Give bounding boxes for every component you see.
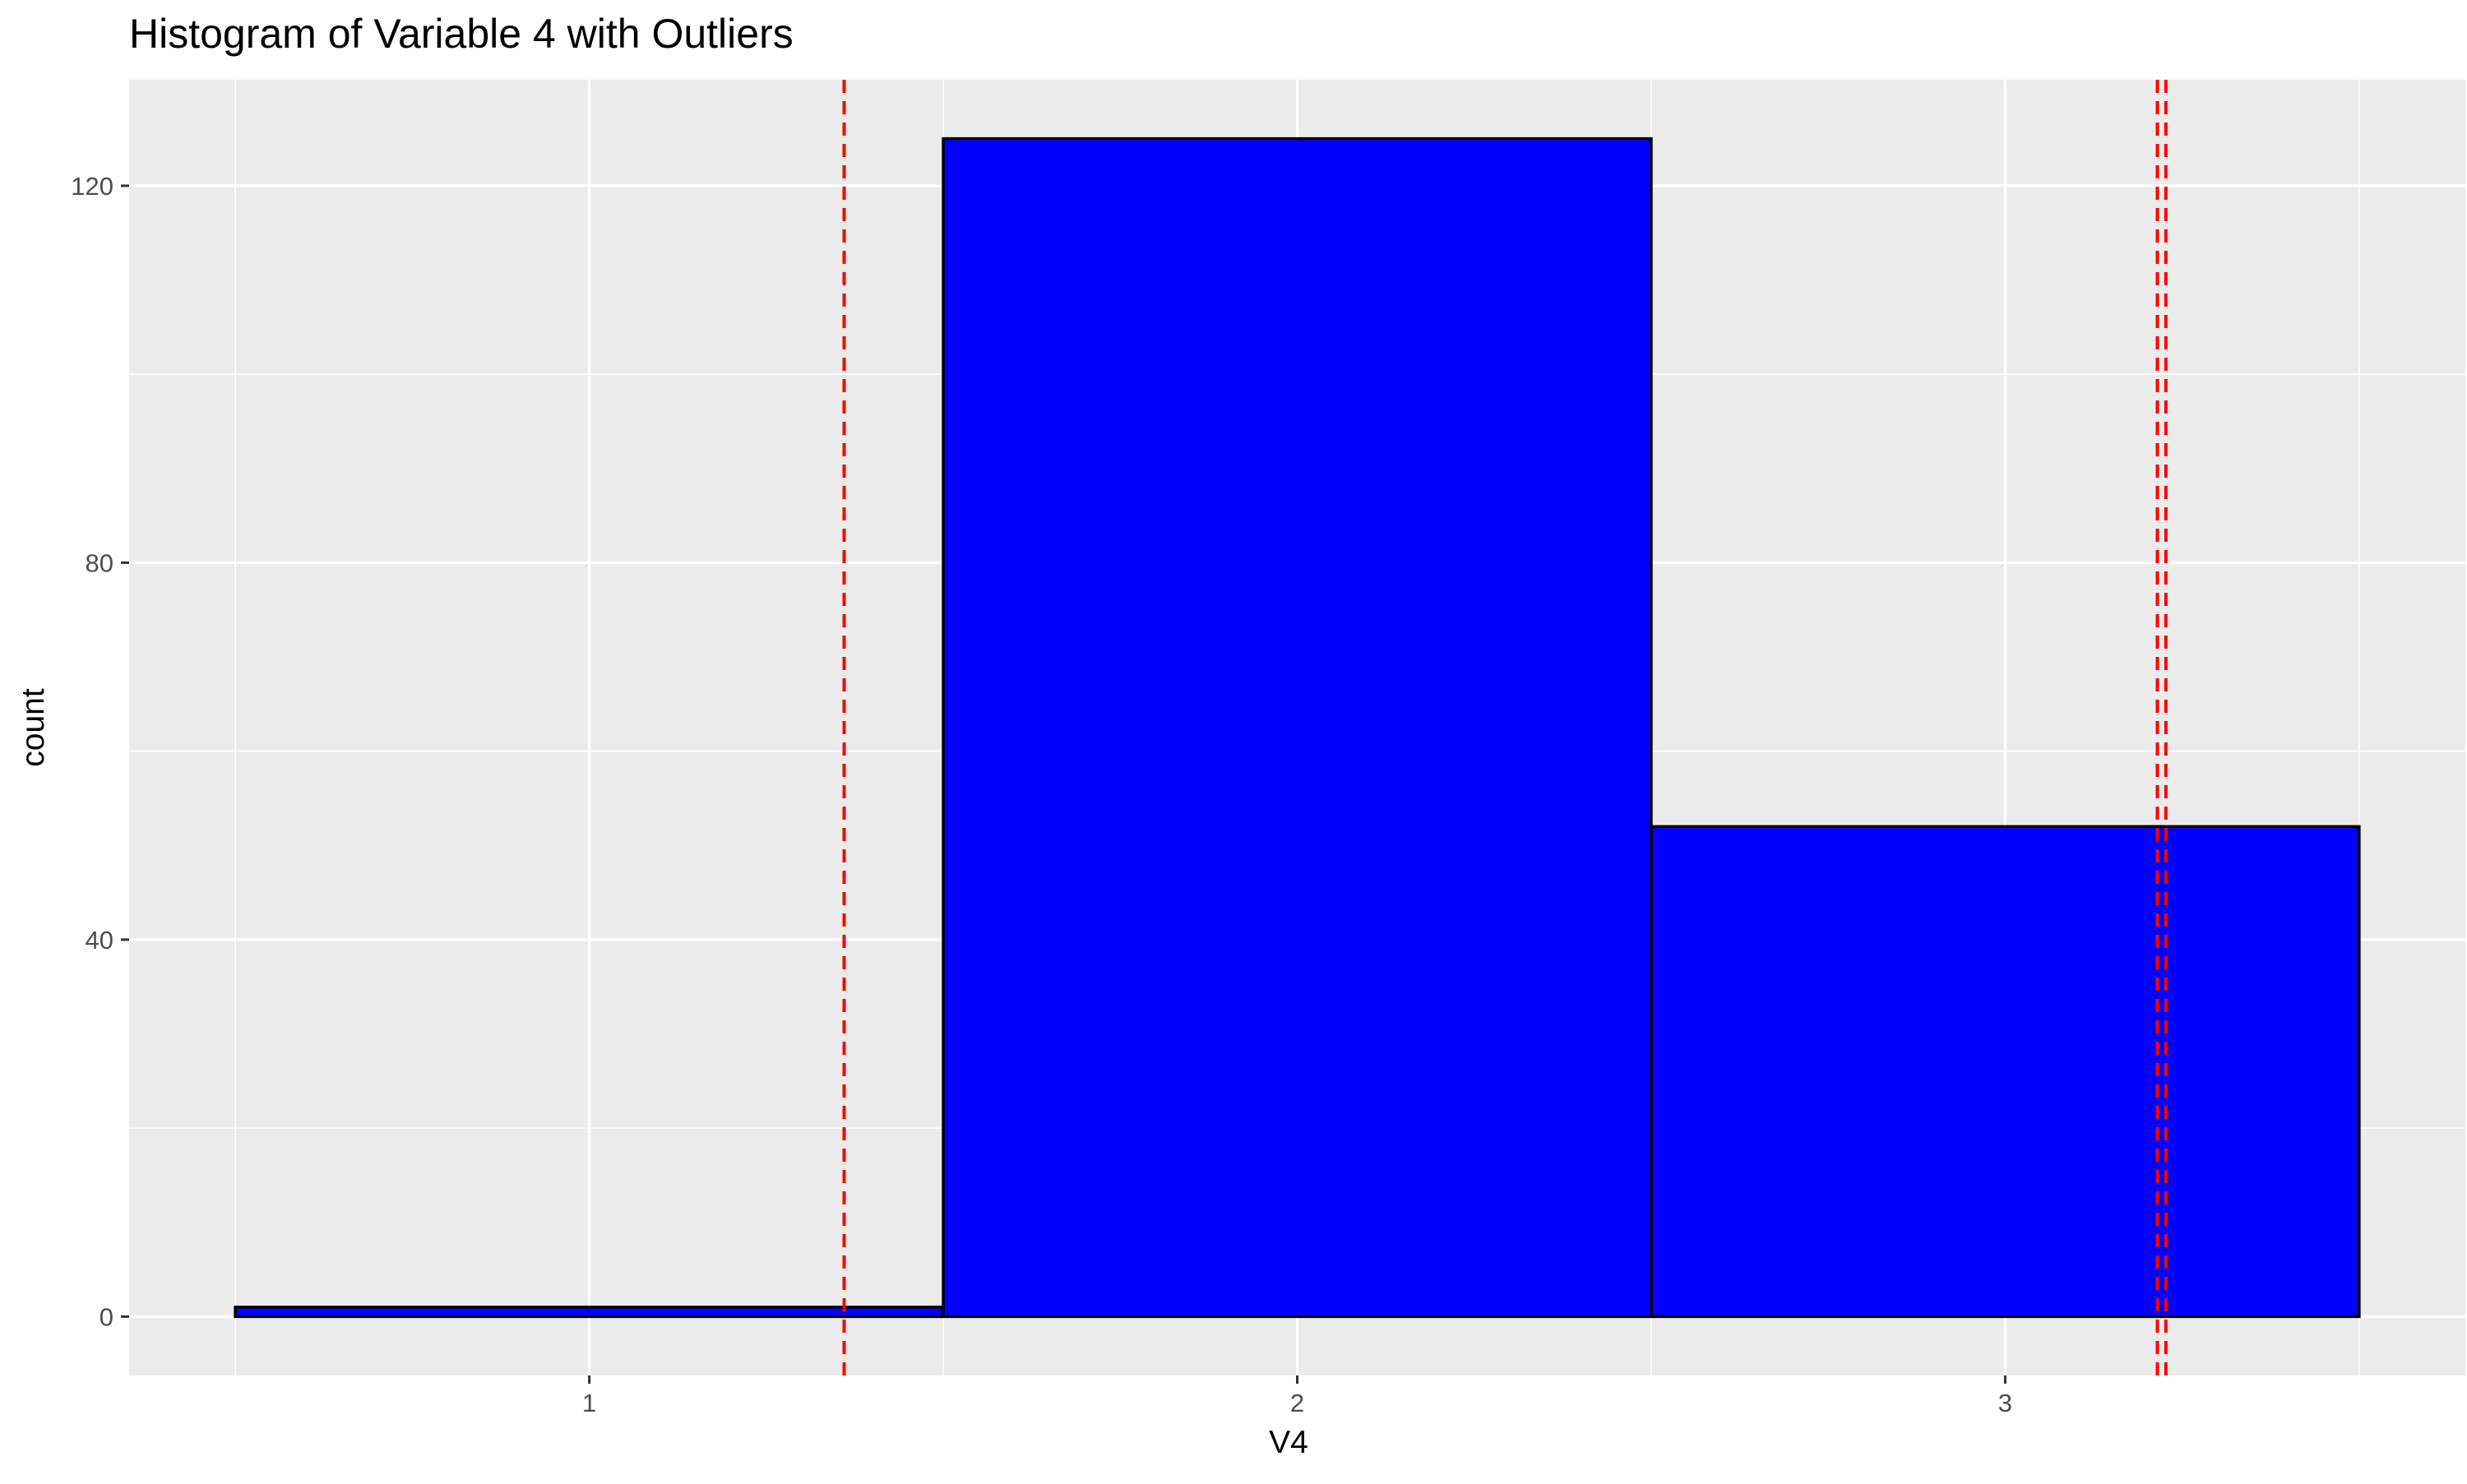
x-tick-label: 3: [1998, 1389, 2012, 1417]
chart-title: Histogram of Variable 4 with Outliers: [129, 11, 794, 57]
histogram-bars: [234, 136, 2361, 1319]
y-axis-title: count: [16, 688, 51, 767]
histogram-bar: [1650, 825, 2361, 1319]
histogram-bar: [942, 136, 1653, 1319]
outlier-reference-lines: [842, 80, 2168, 1375]
x-axis: 1 2 3: [582, 1375, 2012, 1417]
histogram-bar: [234, 1306, 945, 1319]
x-axis-title: V4: [1269, 1425, 1308, 1460]
x-tick-label: 2: [1290, 1389, 1304, 1417]
y-tick-label: 40: [86, 926, 113, 955]
y-tick-label: 120: [71, 172, 113, 201]
y-tick-label: 0: [100, 1302, 113, 1331]
x-tick-label: 1: [582, 1389, 596, 1417]
y-axis: 0 40 80 120: [71, 172, 129, 1331]
y-tick-label: 80: [86, 548, 113, 577]
